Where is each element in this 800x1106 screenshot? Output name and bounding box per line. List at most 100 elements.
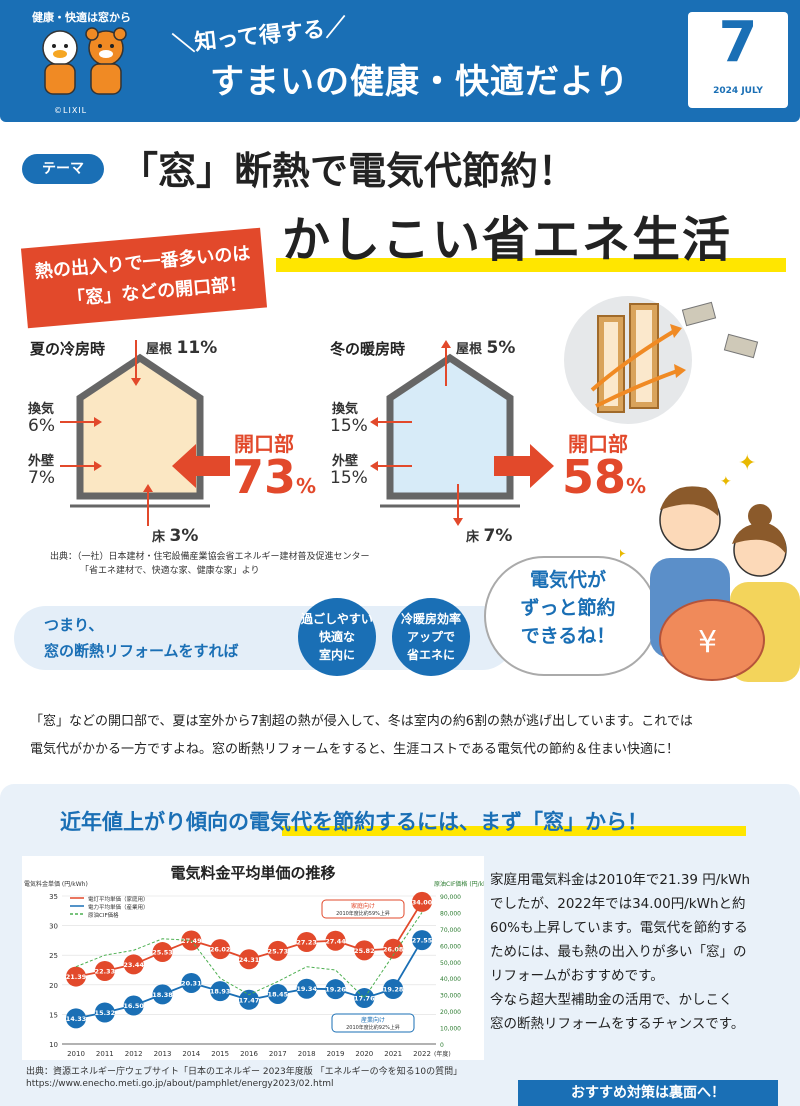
data-point [66, 1008, 86, 1029]
data-label: 25.82 [354, 947, 375, 955]
x-tick-label: 2015 [211, 1050, 229, 1058]
band-text: つまり、 窓の断熱リフォームをすれば [44, 612, 239, 664]
body-line-4: ためには、最も熱の出入りが多い「窓」の [490, 944, 747, 960]
data-point [239, 989, 259, 1010]
x-tick-label: 2016 [240, 1050, 258, 1058]
body-line-2: でしたが、2022年では34.00円/kWhと約 [490, 896, 746, 912]
winter-house-diagram [370, 340, 554, 526]
header-title: すまいの健康・快適だより [210, 62, 630, 102]
winter-floor: 床 7% [466, 526, 512, 546]
x-tick-label: 2021 [384, 1050, 402, 1058]
summer-house-diagram [60, 340, 230, 526]
y-right-tick-label: 20,000 [440, 1009, 461, 1016]
winter-roof-label: 屋根 [456, 342, 483, 357]
x-tick-label: 2017 [269, 1050, 287, 1058]
x-tick-label: 2020 [355, 1050, 373, 1058]
y-right-tick-label: 10,000 [440, 1026, 461, 1033]
data-point [181, 972, 202, 993]
data-point [152, 984, 173, 1005]
summer-wall-pct: 7% [28, 468, 55, 488]
x-tick-label: 2010 [67, 1050, 85, 1058]
y-right-tick-label: 30,000 [440, 993, 461, 1000]
bottom-heading: 近年値上がり傾向の電気代を節約するには、まず「窓」から！ [60, 810, 648, 834]
header-banner [0, 0, 800, 122]
circle1-line1: 過ごしやすい [301, 612, 373, 626]
yen-icon: ¥ [698, 625, 717, 660]
intro-paragraph-line2: 電気代がかかる一方ですよね。窓の断熱リフォームをすると、生涯コストである電気代の… [30, 742, 679, 757]
data-label: 26.02 [210, 946, 231, 954]
data-point [383, 938, 404, 959]
couple-illustration: ✦ ✦ ✦ ¥ [620, 451, 800, 682]
data-point [239, 949, 259, 970]
issue-box [688, 12, 788, 108]
data-point [354, 940, 375, 961]
data-point [296, 931, 317, 952]
data-label: 19.28 [383, 986, 404, 994]
window-illustration [564, 296, 759, 424]
sparkle-icon: ✦ [720, 474, 732, 490]
data-label: 14.33 [66, 1015, 87, 1023]
title-highlight [276, 258, 786, 272]
x-tick-label: 2022 [413, 1050, 431, 1058]
data-point [123, 995, 144, 1016]
x-tick-label: 2011 [96, 1050, 114, 1058]
y-right-tick-label: 60,000 [440, 943, 461, 950]
data-point [267, 940, 288, 961]
summer-opening-unit: % [296, 474, 317, 498]
summer-opening: 73% [232, 450, 316, 504]
legend-label: 電力平均単価（産業用） [88, 903, 149, 911]
winter-vent-pct: 15% [330, 416, 368, 436]
source1-line2: 「省エネ建材で、快適な家、健康な家」より [80, 566, 260, 576]
chart-source: 出典：資源エネルギー庁ウェブサイト「日本のエネルギー 2023年度版 「エネルギ… [26, 1066, 462, 1090]
x-tick-label: 2018 [298, 1050, 316, 1058]
circle2-line1: 冷暖房効率 [400, 612, 461, 626]
copyright-text: ©LIXIL [54, 106, 88, 115]
data-label: 24.31 [239, 956, 260, 964]
annotation-industry-box [331, 1013, 415, 1033]
back-page-cta[interactable]: おすすめ対策は裏面へ！ [518, 1080, 778, 1106]
winter-opening: 58% [562, 450, 646, 504]
winter-floor-pct: 7 [483, 526, 496, 546]
annotation-home-line2: 2010年度比約59%上昇 [336, 910, 390, 917]
winter-opening-label: 開口部 [568, 432, 628, 456]
winter-heading: 冬の暖房時 [330, 340, 406, 358]
y-tick-label: 15 [49, 1011, 58, 1019]
data-point [325, 930, 346, 951]
bubble-line1: 電気代が [529, 569, 606, 591]
legend-label: 電灯平均単価（家庭用） [88, 895, 149, 903]
y-right-tick-label: 90,000 [440, 894, 461, 901]
data-label: 34.00 [412, 898, 433, 906]
y-tick-label: 35 [49, 893, 58, 901]
winter-wall-pct: 15% [330, 468, 368, 488]
data-point [325, 979, 346, 1000]
data-label: 17.76 [354, 995, 375, 1003]
winter-wall-label: 外壁 [332, 454, 359, 469]
circle1-line2: 快適な [318, 630, 355, 644]
y-right-tick-label: 70,000 [440, 927, 461, 934]
y-tick-label: 20 [49, 982, 58, 990]
data-point [94, 1002, 115, 1023]
data-label: 22.33 [95, 968, 116, 976]
summer-roof-pct: 11 [176, 338, 201, 358]
x-tick-label: 2012 [125, 1050, 143, 1058]
benefit-circle-energy: 冷暖房効率 アップで 省エネに [392, 598, 470, 676]
bottom-body: 家庭用電気料金は2010年で21.39 円/kWh でしたが、2022年では34… [490, 868, 780, 1036]
data-label: 18.45 [268, 990, 289, 998]
body-line-1: 家庭用電気料金は2010年で21.39 円/kWh [490, 872, 751, 888]
annotation-industry-line1: 産業向け [361, 1016, 385, 1024]
y-left-axis-label: 電気料金単価 (円/kWh) [24, 880, 88, 888]
x-tick-label: 2014 [182, 1050, 200, 1058]
data-label: 21.39 [66, 973, 87, 981]
summer-opening-label: 開口部 [234, 432, 294, 456]
data-point [296, 978, 317, 999]
winter-opening-unit: % [626, 474, 647, 498]
circle2-line3: 省エネに [406, 648, 455, 662]
intro-paragraph-line1: 「窓」などの開口部で、夏は室外から7割超の熱が侵入して、冬は室内の約6割の熱が逃… [30, 714, 693, 729]
band-line2: 窓の断熱リフォームをすれば [44, 642, 239, 660]
source1-line1: 出典：（一社）日本建材・住宅設備産業協会省エネルギー建材普及促進センター [50, 552, 370, 562]
data-point [412, 930, 432, 951]
data-point [210, 981, 231, 1002]
data-label: 25.73 [268, 947, 289, 955]
body-line-3: 60%も上昇しています。電気代を節約する [490, 920, 748, 936]
summer-floor-unit: % [181, 526, 199, 546]
